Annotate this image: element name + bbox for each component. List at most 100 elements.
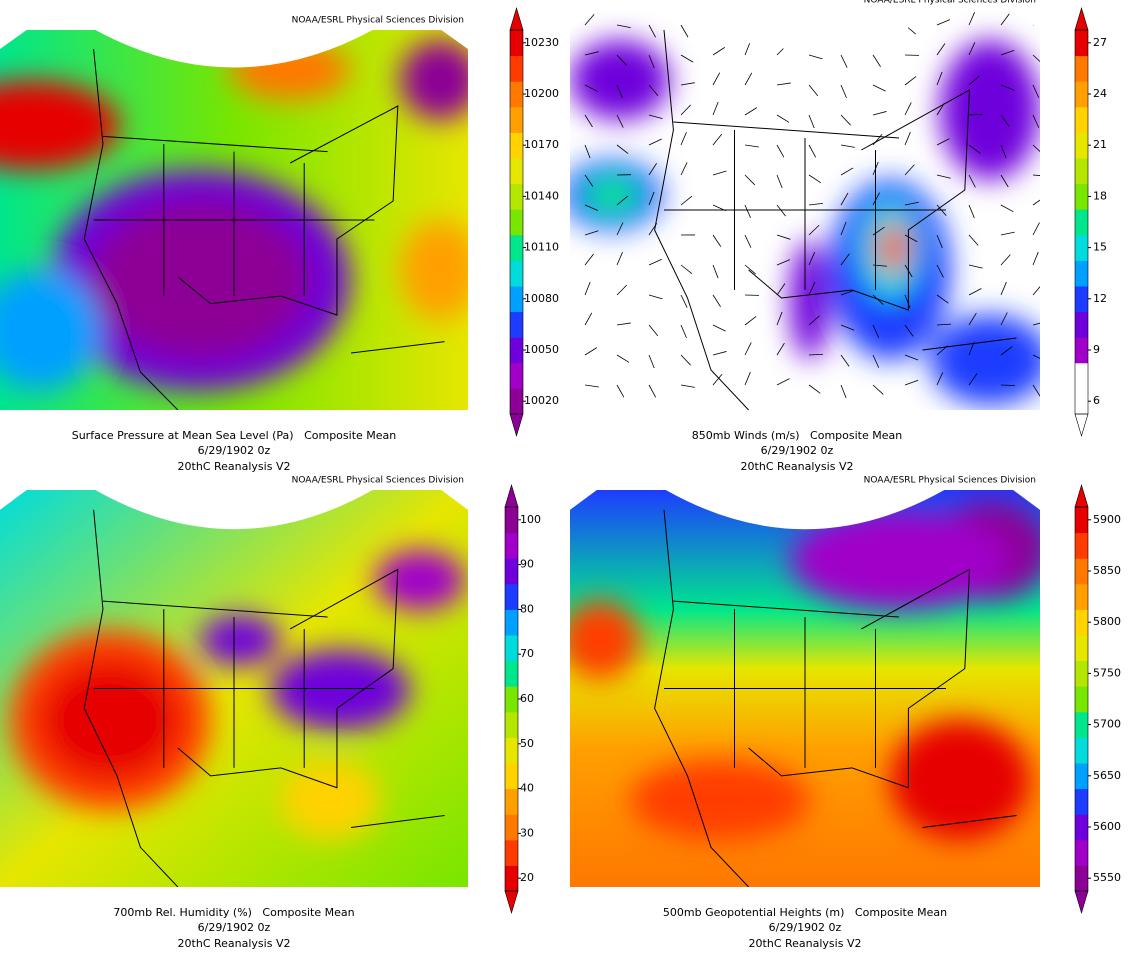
wind-arrow — [712, 324, 726, 332]
colorbar-label: 18 — [1093, 189, 1107, 202]
panel-source: 20thC Reanalysis V2 — [741, 460, 854, 473]
wind-arrow — [744, 107, 758, 116]
colorbar-segment — [510, 55, 523, 82]
credit: NOAA/ESRL Physical Sciences Division — [864, 476, 1036, 486]
colorbar-segment — [1075, 362, 1088, 389]
wind-arrow — [776, 283, 786, 296]
wind-arrow — [1032, 222, 1040, 236]
contour-region — [0, 80, 120, 170]
colorbar-segment — [510, 337, 523, 364]
wind-arrow — [808, 252, 816, 266]
contour-region — [930, 315, 1040, 405]
wind-arrow — [712, 72, 721, 86]
colorbar-segment — [510, 106, 523, 133]
wind-arrow — [1000, 312, 1008, 326]
colorbar-segment — [510, 209, 523, 236]
wind-arrow — [744, 316, 757, 326]
wind-arrow — [584, 384, 599, 388]
wind-arrow — [712, 374, 723, 386]
wind-arrow — [1032, 354, 1040, 359]
colorbar-bottom — [504, 890, 519, 915]
colorbar-segment — [1075, 30, 1088, 57]
colorbar-segment — [510, 311, 523, 338]
wind-arrow — [1000, 144, 1007, 159]
wind-arrow — [680, 104, 691, 116]
colorbar-segment — [510, 234, 523, 261]
colorbar-bottom — [509, 413, 524, 438]
map-edge — [95, 490, 373, 530]
wind-arrow — [680, 162, 688, 176]
wind-arrow — [584, 253, 594, 266]
map-panel: NOAA/ESRL Physical Sciences Division 5900… — [570, 476, 1121, 950]
wind-arrow — [968, 144, 981, 154]
colorbar-segment — [1075, 737, 1088, 764]
panel-date: 6/29/1902 0z — [769, 921, 842, 934]
wind-arrow — [648, 84, 659, 97]
wind-arrow — [968, 113, 984, 116]
wind-arrow — [872, 111, 887, 116]
wind-arrow — [968, 288, 982, 296]
colorbar-segment — [505, 558, 518, 585]
wind-arrow — [872, 54, 881, 67]
colorbar-label: 5600 — [1093, 820, 1121, 833]
colorbar-segment — [510, 183, 523, 210]
colorbar-label: 10170 — [524, 138, 559, 151]
wind-arrow — [904, 76, 917, 86]
wind-arrow — [616, 284, 628, 296]
colorbar-label: 27 — [1093, 36, 1107, 49]
wind-arrow — [1000, 13, 1010, 26]
wind-arrow — [744, 144, 759, 148]
contour-region — [630, 760, 810, 840]
colorbar-label: 100 — [520, 513, 541, 526]
panel-source: 20thC Reanalysis V2 — [749, 937, 862, 950]
colorbar-segment — [1075, 814, 1088, 841]
colorbar-segment — [1075, 583, 1088, 610]
colorbar-segment — [505, 609, 518, 636]
wind-arrow — [680, 54, 694, 63]
colorbar-label: 10230 — [524, 36, 559, 49]
colorbar-label: 10140 — [524, 189, 559, 202]
colorbar-segment — [1075, 311, 1088, 338]
wind-arrow — [680, 264, 693, 275]
contour-region — [0, 270, 100, 390]
colorbar-segment — [510, 362, 523, 389]
colorbar-segment — [505, 788, 518, 815]
colorbar-segment — [510, 286, 523, 313]
wind-arrow — [968, 12, 976, 26]
contour-region — [200, 615, 280, 665]
wind-arrow — [712, 234, 722, 247]
colorbar-bottom — [1074, 890, 1089, 915]
wind-arrow — [808, 174, 821, 184]
wind-arrow — [1032, 199, 1040, 206]
coastline — [654, 29, 1017, 410]
wind-arrow — [936, 19, 951, 26]
map-panel: NOAA/ESRL Physical Sciences Division 27 24… — [570, 0, 1107, 473]
colorbar-segment — [1075, 507, 1088, 534]
colorbar-segment — [505, 583, 518, 610]
colorbar-segment — [1075, 209, 1088, 236]
wind-arrow — [872, 226, 885, 236]
map-panel: NOAA/ESRL Physical Sciences Division 100 9… — [0, 476, 541, 950]
colorbar-segment — [1075, 686, 1088, 713]
colorbar-label: 50 — [520, 737, 534, 750]
colorbar-segment — [505, 686, 518, 713]
wind-arrow — [1000, 231, 1015, 236]
wind-arrow — [968, 312, 977, 326]
colorbar-segment — [1075, 183, 1088, 210]
wind-arrow — [968, 234, 979, 246]
colorbar-label: 5800 — [1093, 615, 1121, 628]
colorbar-segment — [1075, 660, 1088, 687]
wind-arrow — [936, 234, 943, 249]
wind-arrow — [776, 234, 791, 240]
colorbar-segment — [1075, 763, 1088, 790]
wind-arrow — [904, 164, 915, 176]
colorbar-label: 6 — [1093, 394, 1100, 407]
colorbar-segment — [1075, 635, 1088, 662]
wind-arrow — [616, 54, 627, 66]
wind-arrow — [712, 294, 721, 307]
wind-arrow — [872, 84, 886, 92]
panel-date: 6/29/1902 0z — [761, 444, 834, 457]
colorbar-frame — [1074, 506, 1089, 892]
colorbar-segment — [505, 763, 518, 790]
